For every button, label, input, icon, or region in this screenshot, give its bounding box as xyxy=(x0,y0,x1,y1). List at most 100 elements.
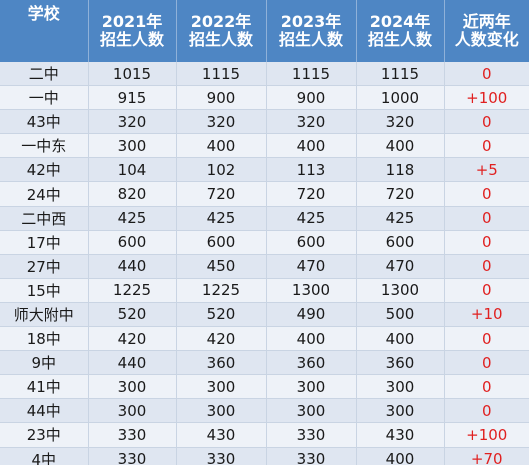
school-cell: 一中 xyxy=(0,85,89,111)
enroll-2021-cell: 600 xyxy=(88,230,177,255)
school-cell: 9中 xyxy=(0,350,89,376)
school-cell: 4中 xyxy=(0,447,89,465)
header-line1: 2024年 xyxy=(369,12,431,31)
school-cell: 42中 xyxy=(0,157,89,183)
enroll-2024-cell: 118 xyxy=(356,157,445,183)
enroll-2024-cell: 360 xyxy=(356,350,445,376)
table-row: 二中西 425 425 425 425 0 xyxy=(0,206,529,231)
enroll-2021-cell: 440 xyxy=(88,254,177,279)
enroll-2022-cell: 300 xyxy=(176,374,267,400)
enroll-2024-cell: 430 xyxy=(356,422,445,448)
enroll-2021-cell: 104 xyxy=(88,157,177,183)
enroll-2021-cell: 820 xyxy=(88,181,177,207)
enroll-2022-cell: 430 xyxy=(176,422,267,448)
enroll-2022-cell: 300 xyxy=(176,398,267,424)
change-cell: 0 xyxy=(444,326,529,352)
school-cell: 27中 xyxy=(0,254,89,279)
change-cell: 0 xyxy=(444,206,529,231)
enroll-2023-cell: 600 xyxy=(266,230,357,255)
table-row: 二中 1015 1115 1115 1115 0 xyxy=(0,62,529,87)
enroll-2022-cell: 320 xyxy=(176,109,267,135)
enroll-2024-cell: 1000 xyxy=(356,85,445,111)
school-cell: 15中 xyxy=(0,278,89,303)
table-row: 41中 300 300 300 300 0 xyxy=(0,374,529,400)
enroll-2023-cell: 720 xyxy=(266,181,357,207)
table-row: 23中 330 430 330 430 +100 xyxy=(0,422,529,448)
enroll-2024-cell: 400 xyxy=(356,326,445,352)
enroll-2024-cell: 300 xyxy=(356,374,445,400)
change-cell: 0 xyxy=(444,109,529,135)
enroll-2022-cell: 1225 xyxy=(176,278,267,303)
change-cell: 0 xyxy=(444,133,529,159)
enroll-2023-cell: 360 xyxy=(266,350,357,376)
table-row: 24中 820 720 720 720 0 xyxy=(0,181,529,207)
header-change: 近两年 人数变化 xyxy=(444,0,529,62)
change-cell: +100 xyxy=(444,422,529,448)
change-cell: 0 xyxy=(444,230,529,255)
header-line1: 2023年 xyxy=(280,12,342,31)
enroll-2024-cell: 470 xyxy=(356,254,445,279)
enroll-2021-cell: 915 xyxy=(88,85,177,111)
table-row: 15中 1225 1225 1300 1300 0 xyxy=(0,278,529,303)
enroll-2022-cell: 900 xyxy=(176,85,267,111)
school-cell: 二中 xyxy=(0,62,89,87)
header-line2: 招生人数 xyxy=(367,30,432,49)
enroll-2023-cell: 425 xyxy=(266,206,357,231)
table-row: 42中 104 102 113 118 +5 xyxy=(0,157,529,183)
school-cell: 41中 xyxy=(0,374,89,400)
enroll-2023-cell: 330 xyxy=(266,422,357,448)
enroll-2023-cell: 900 xyxy=(266,85,357,111)
change-cell: 0 xyxy=(444,254,529,279)
school-cell: 23中 xyxy=(0,422,89,448)
table-body: 二中 1015 1115 1115 1115 0 一中 915 900 900 1000 +100 43… xyxy=(0,62,529,465)
enroll-2024-cell: 1115 xyxy=(356,62,445,87)
header-line2: 招生人数 xyxy=(188,30,253,49)
enroll-2024-cell: 400 xyxy=(356,447,445,465)
school-cell: 43中 xyxy=(0,109,89,135)
header-school: 学校 xyxy=(0,0,89,62)
enroll-2024-cell: 720 xyxy=(356,181,445,207)
header-year-2023: 2023年 招生人数 xyxy=(266,0,357,62)
enroll-2023-cell: 330 xyxy=(266,447,357,465)
change-cell: 0 xyxy=(444,278,529,303)
enroll-2023-cell: 1300 xyxy=(266,278,357,303)
enroll-2021-cell: 1015 xyxy=(88,62,177,87)
table-row: 师大附中 520 520 490 500 +10 xyxy=(0,302,529,328)
table-row: 44中 300 300 300 300 0 xyxy=(0,398,529,424)
table-row: 4中 330 330 330 400 +70 xyxy=(0,447,529,465)
change-cell: 0 xyxy=(444,398,529,424)
school-cell: 师大附中 xyxy=(0,302,89,328)
enroll-2022-cell: 600 xyxy=(176,230,267,255)
school-cell: 18中 xyxy=(0,326,89,352)
header-line1: 2022年 xyxy=(190,12,252,31)
change-cell: 0 xyxy=(444,62,529,87)
table-row: 43中 320 320 320 320 0 xyxy=(0,109,529,135)
enroll-2022-cell: 1115 xyxy=(176,62,267,87)
change-cell: 0 xyxy=(444,374,529,400)
school-cell: 17中 xyxy=(0,230,89,255)
enroll-2023-cell: 320 xyxy=(266,109,357,135)
change-cell: +5 xyxy=(444,157,529,183)
header-line1: 2021年 xyxy=(101,12,163,31)
school-cell: 二中西 xyxy=(0,206,89,231)
change-cell: 0 xyxy=(444,181,529,207)
enroll-2023-cell: 470 xyxy=(266,254,357,279)
enroll-2022-cell: 400 xyxy=(176,133,267,159)
table-row: 一中 915 900 900 1000 +100 xyxy=(0,85,529,111)
header-year-2024: 2024年 招生人数 xyxy=(356,0,445,62)
header-line2: 人数变化 xyxy=(454,30,519,49)
enroll-2022-cell: 720 xyxy=(176,181,267,207)
enroll-2021-cell: 520 xyxy=(88,302,177,328)
enroll-2024-cell: 1300 xyxy=(356,278,445,303)
enroll-2024-cell: 320 xyxy=(356,109,445,135)
header-line1: 学校 xyxy=(27,4,60,23)
change-cell: 0 xyxy=(444,350,529,376)
enroll-2024-cell: 600 xyxy=(356,230,445,255)
enroll-2021-cell: 300 xyxy=(88,398,177,424)
header-line1: 近两年 xyxy=(462,12,511,31)
enroll-2024-cell: 425 xyxy=(356,206,445,231)
enroll-2022-cell: 420 xyxy=(176,326,267,352)
table-row: 27中 440 450 470 470 0 xyxy=(0,254,529,279)
